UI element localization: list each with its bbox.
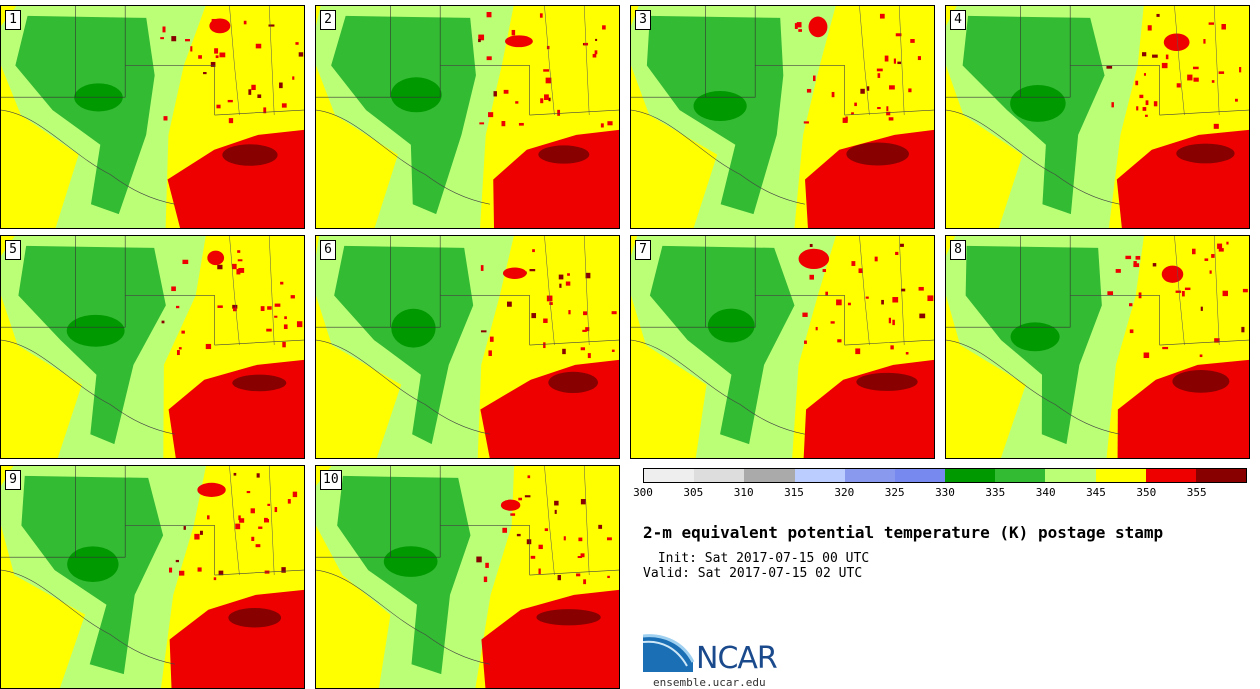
colorbar: [643, 468, 1247, 483]
website-url: ensemble.ucar.edu: [653, 676, 766, 689]
stamp-field-shading: [946, 6, 1249, 228]
stamp-map-7: 7: [630, 235, 935, 459]
stamp-label: 3: [635, 10, 651, 30]
colorbar-tick-label: 325: [884, 486, 905, 499]
stamp-label: 8: [950, 240, 966, 260]
stamp-label: 9: [5, 470, 21, 490]
stamp-map-8: 8: [945, 235, 1250, 459]
colorbar-tick-label: 320: [834, 486, 855, 499]
plot-title: 2-m equivalent potential temperature (K)…: [643, 523, 1164, 542]
stamp-field-shading: [631, 6, 934, 228]
colorbar-tick-label: 305: [683, 486, 704, 499]
stamp-field-shading: [316, 6, 619, 228]
stamp-label: 7: [635, 240, 651, 260]
stamp-label: 10: [320, 470, 342, 490]
stamp-field-shading: [316, 466, 619, 688]
colorbar-tick-label: 345: [1086, 486, 1106, 499]
stamp-label: 1: [5, 10, 21, 30]
colorbar-segment: [945, 469, 996, 482]
stamp-map-9: 9: [0, 465, 305, 689]
init-time: Init: Sat 2017-07-15 00 UTC: [650, 551, 870, 566]
colorbar-segment: [1145, 469, 1196, 482]
stamp-map-4: 4: [945, 5, 1250, 229]
colorbar-segment: [894, 469, 946, 482]
colorbar-segment: [1195, 469, 1247, 482]
stamp-field-shading: [1, 466, 304, 688]
stamp-map-6: 6: [315, 235, 620, 459]
colorbar-tick-label: 335: [985, 486, 1006, 499]
stamp-label: 5: [5, 240, 21, 260]
stamp-map-10: 10: [315, 465, 620, 689]
colorbar-segment: [644, 469, 695, 482]
stamp-field-shading: [1, 236, 304, 458]
ncar-logo-text: NCAR: [696, 641, 778, 676]
stamp-map-5: 5: [0, 235, 305, 459]
stamp-field-shading: [631, 236, 934, 458]
colorbar-tick-labels: 300 305 310 315 320 325 330 335 340 345 350 355: [633, 486, 1247, 500]
stamp-field-shading: [946, 236, 1249, 458]
stamp-field-shading: [316, 236, 619, 458]
colorbar-segment: [995, 469, 1046, 482]
colorbar-segment: [1095, 469, 1146, 482]
colorbar-tick-label: 315: [784, 486, 804, 499]
colorbar-segment: [694, 469, 745, 482]
colorbar-tick-label: 330: [935, 486, 955, 499]
colorbar-tick-label: 340: [1035, 486, 1056, 499]
stamp-field-shading: [1, 6, 304, 228]
colorbar-tick-label: 300: [633, 486, 653, 499]
colorbar-tick-label: 310: [733, 486, 754, 499]
ncar-logo-icon: [643, 634, 695, 672]
colorbar-tick-label: 350: [1136, 486, 1157, 499]
valid-time: Valid: Sat 2017-07-15 02 UTC: [643, 566, 863, 581]
stamp-map-3: 3: [630, 5, 935, 229]
colorbar-tick-label: 355: [1186, 486, 1207, 499]
stamp-label: 4: [950, 10, 966, 30]
colorbar-segment: [744, 469, 795, 482]
stamp-map-1: 1: [0, 5, 305, 229]
stamp-label: 2: [320, 10, 336, 30]
stamp-map-2: 2: [315, 5, 620, 229]
stamp-label: 6: [320, 240, 336, 260]
colorbar-segment: [844, 469, 895, 482]
colorbar-segment: [1045, 469, 1096, 482]
colorbar-segment: [794, 469, 845, 482]
